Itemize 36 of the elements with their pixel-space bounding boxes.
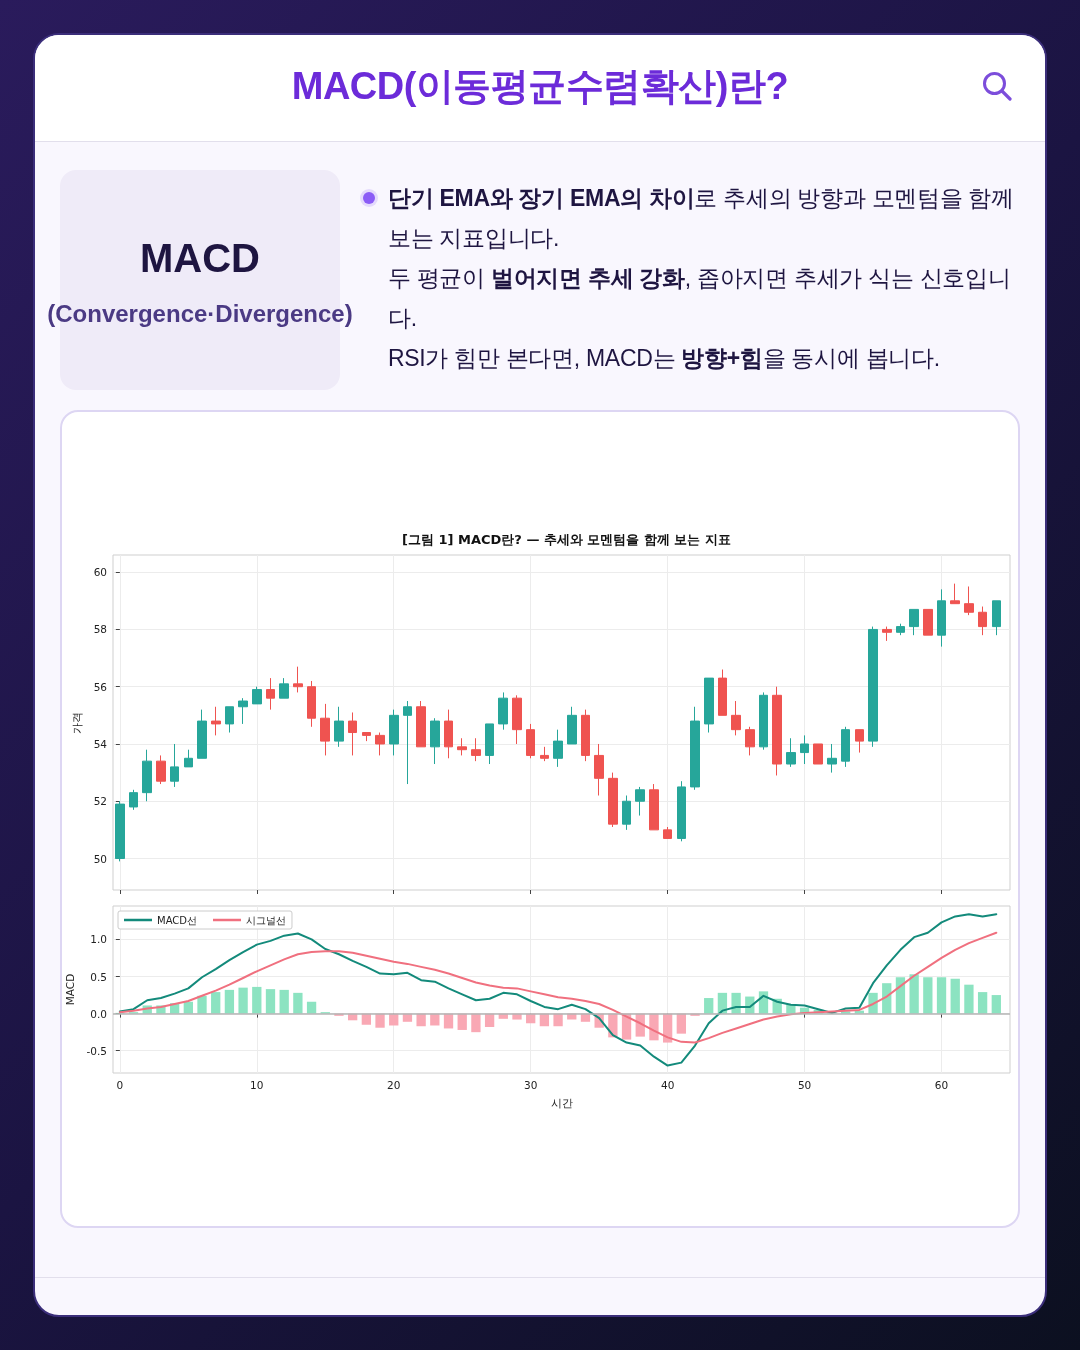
text: MACD xyxy=(139,235,261,282)
text: 단기 EMA와 장기 EMA의 차이 xyxy=(388,185,695,211)
x-tick-label: 40 xyxy=(660,1078,675,1091)
text: 방향+힘 xyxy=(681,345,763,371)
x-tick-label: 10 xyxy=(250,1078,264,1091)
y-tick-label: 0.0 xyxy=(90,1007,107,1020)
y-tick-label: 0.5 xyxy=(90,970,107,983)
legend-label: 시그널선 xyxy=(245,914,286,926)
y-tick-label: 50 xyxy=(93,852,107,865)
text: 을 동시에 봅니다. xyxy=(762,345,940,371)
text: 다. xyxy=(388,305,417,331)
text: (Convergence·Divergence) xyxy=(46,299,354,329)
text: MACD(이동평균수렴확산)란? xyxy=(290,64,790,109)
legend-label: MACD선 xyxy=(157,914,197,926)
y-tick-label: 58 xyxy=(93,623,107,636)
y-axis-title: MACD xyxy=(64,973,77,1006)
text: 두 평균이 xyxy=(388,265,486,291)
y-tick-label: 52 xyxy=(93,795,107,808)
x-tick-label: 0 xyxy=(116,1078,124,1091)
text: , 좁아지면 추세가 식는 신호입니 xyxy=(684,265,1011,291)
y-tick-label: 60 xyxy=(93,566,107,579)
y-tick-label: 56 xyxy=(93,680,108,693)
y-tick-label: -0.5 xyxy=(86,1044,107,1057)
text: RSI가 힘만 본다면, MACD는 xyxy=(388,345,677,371)
text: 보는 지표입니다. xyxy=(388,225,560,251)
y-tick-label: 54 xyxy=(93,737,108,750)
y-axis-title: 가격 xyxy=(71,711,84,734)
x-tick-label: 60 xyxy=(934,1078,949,1091)
x-tick-label: 20 xyxy=(387,1078,401,1091)
x-tick-label: 30 xyxy=(524,1078,538,1091)
chart-title: [그림 1] MACD란? — 추세와 모멘텀을 함께 보는 지표 xyxy=(401,532,732,547)
text: 벌어지면 추세 강화 xyxy=(490,265,685,291)
x-axis-title: 시간 xyxy=(550,1096,573,1109)
y-tick-label: 1.0 xyxy=(90,933,107,946)
x-tick-label: 50 xyxy=(797,1078,812,1091)
text: 로 추세의 방향과 모멘텀을 함께 xyxy=(694,185,1014,211)
